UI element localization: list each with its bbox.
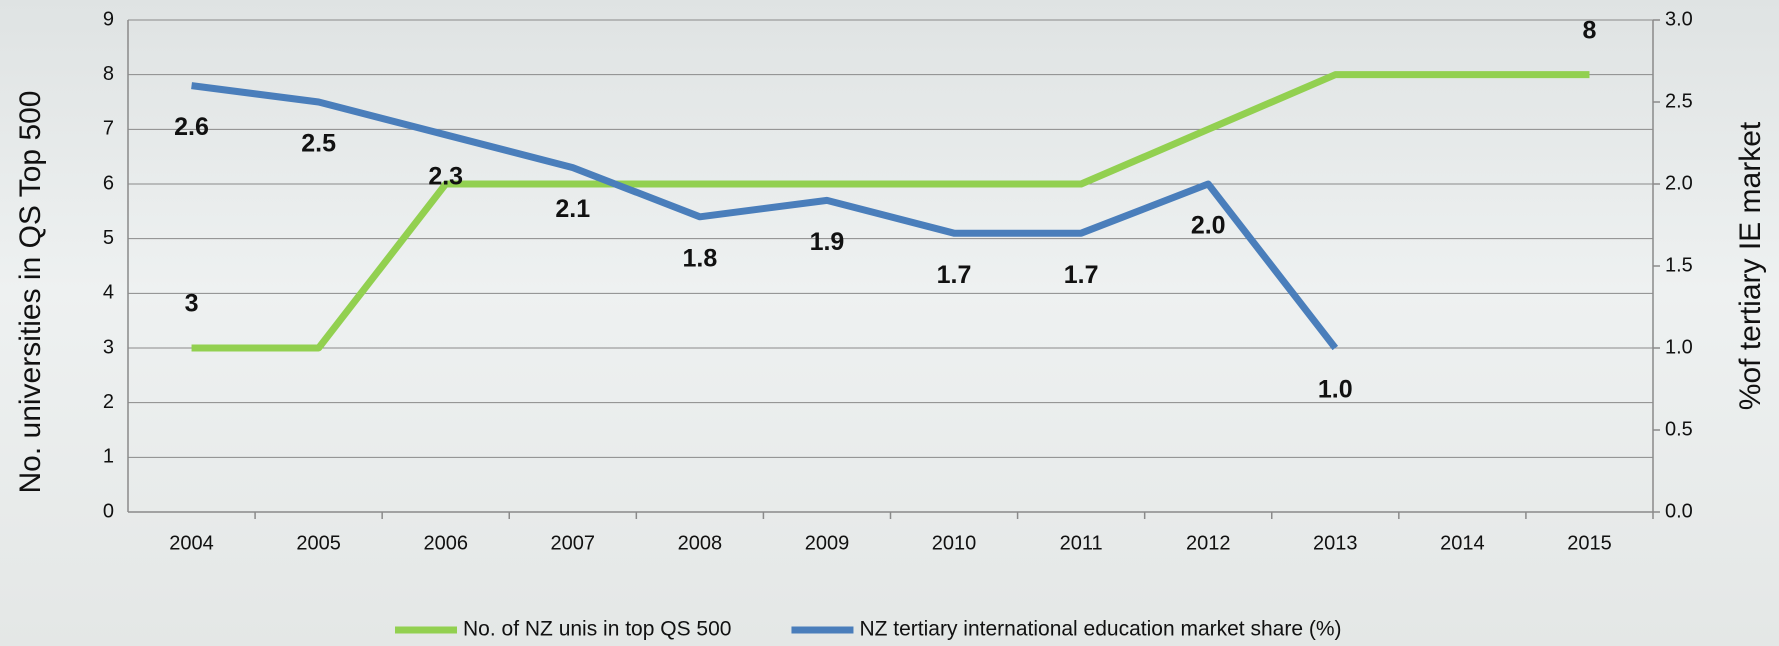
data-label: 2.6 <box>174 113 209 141</box>
y-tick-label: 4 <box>103 282 114 304</box>
legend-label: No. of NZ unis in top QS 500 <box>463 618 731 641</box>
data-label: 2.0 <box>1191 212 1226 240</box>
x-tick-label: 2013 <box>1313 532 1358 554</box>
y-tick-label: 2 <box>103 391 114 413</box>
y-tick-label: 6 <box>103 172 114 194</box>
series-line <box>191 82 1339 351</box>
y-tick-label: 1 <box>103 446 114 468</box>
y2-tick-label: 0.0 <box>1665 500 1693 522</box>
x-tick-label: 2011 <box>1060 532 1103 554</box>
y2-axis-title: %of tertiary IE market <box>1734 121 1767 410</box>
y2-tick-label: 2.0 <box>1665 172 1693 194</box>
data-label: 3 <box>185 290 199 318</box>
x-tick-label: 2004 <box>169 532 214 554</box>
x-tick-label: 2014 <box>1440 532 1485 554</box>
y2-tick-label: 1.5 <box>1665 254 1693 276</box>
data-label: 1.9 <box>810 228 845 256</box>
data-label: 2.5 <box>301 130 336 158</box>
y-tick-label: 3 <box>103 336 114 358</box>
x-tick-label: 2005 <box>296 532 341 554</box>
data-label: 1.7 <box>937 261 972 289</box>
y2-tick-label: 0.5 <box>1665 418 1693 440</box>
y2-tick-label: 3.0 <box>1665 8 1693 30</box>
y2-tick-label: 1.0 <box>1665 336 1693 358</box>
y-tick-label: 5 <box>103 227 114 249</box>
data-label: 2.3 <box>428 162 463 190</box>
y-tick-label: 7 <box>103 118 114 140</box>
legend-label: NZ tertiary international education mark… <box>859 618 1341 641</box>
x-tick-label: 2008 <box>678 532 723 554</box>
series-line <box>191 71 1590 352</box>
y-tick-label: 8 <box>103 63 114 85</box>
y-axis-title: No. universities in QS Top 500 <box>14 91 47 494</box>
x-tick-label: 2009 <box>805 532 850 554</box>
y-tick-label: 9 <box>103 8 114 30</box>
data-label: 2.1 <box>555 195 590 223</box>
x-tick-label: 2007 <box>551 532 596 554</box>
data-label: 1.8 <box>682 244 717 272</box>
x-tick-label: 2012 <box>1186 532 1231 554</box>
x-tick-label: 2015 <box>1567 532 1612 554</box>
x-tick-label: 2010 <box>932 532 977 554</box>
x-tick-label: 2006 <box>423 532 468 554</box>
data-label: 1.7 <box>1064 261 1099 289</box>
y-tick-label: 0 <box>103 500 114 522</box>
y2-tick-label: 2.5 <box>1665 90 1693 112</box>
data-label: 8 <box>1583 16 1597 44</box>
data-label: 1.0 <box>1318 376 1353 404</box>
